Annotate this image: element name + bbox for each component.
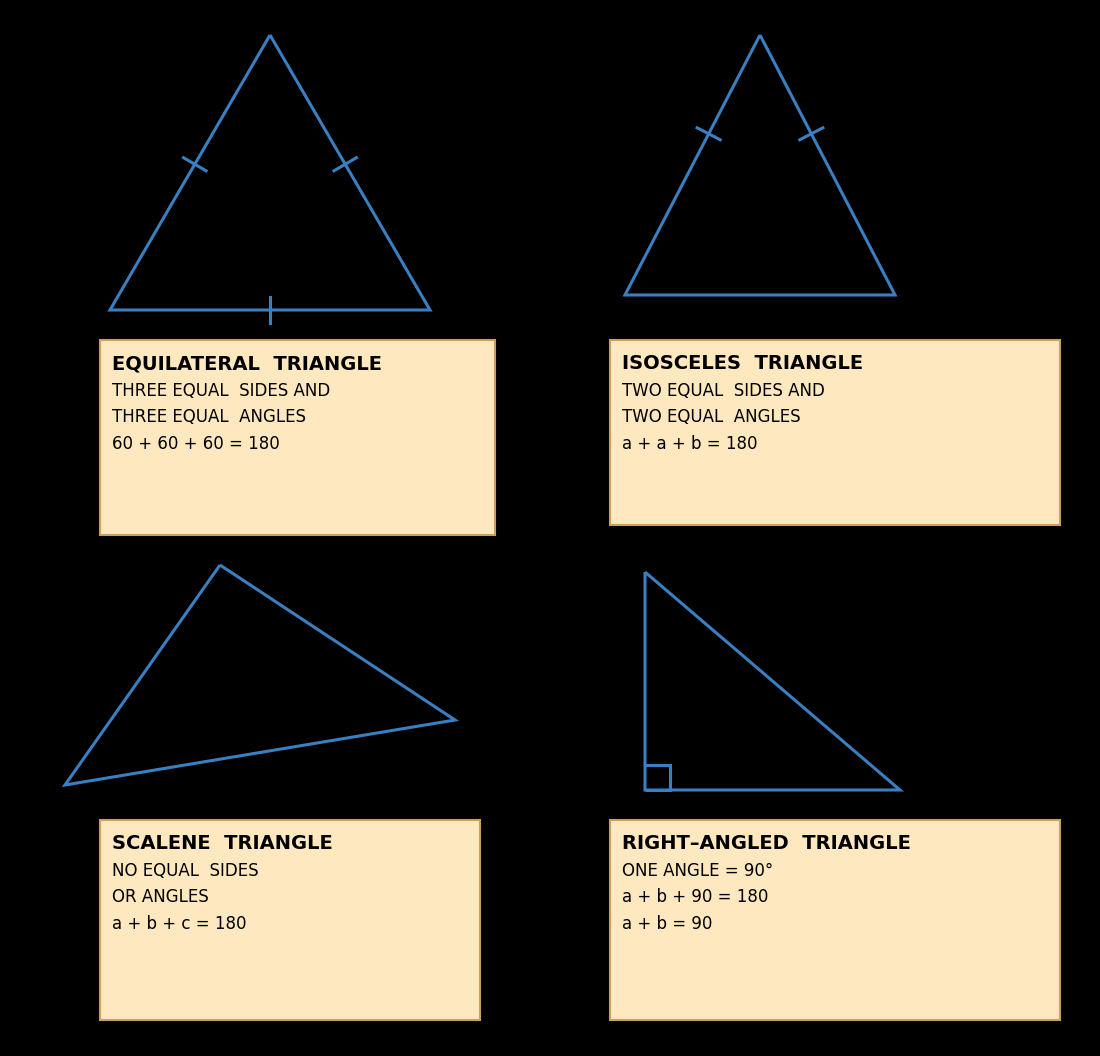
Text: EQUILATERAL  TRIANGLE: EQUILATERAL TRIANGLE: [112, 354, 382, 373]
Text: a + b = 90: a + b = 90: [621, 914, 713, 932]
FancyBboxPatch shape: [100, 821, 480, 1020]
Text: a + a + b = 180: a + a + b = 180: [621, 435, 758, 453]
Text: ONE ANGLE = 90°: ONE ANGLE = 90°: [621, 862, 773, 880]
FancyBboxPatch shape: [610, 821, 1060, 1020]
Text: a + b + c = 180: a + b + c = 180: [112, 914, 246, 932]
Text: TWO EQUAL  SIDES AND: TWO EQUAL SIDES AND: [621, 382, 825, 400]
Text: RIGHT–ANGLED  TRIANGLE: RIGHT–ANGLED TRIANGLE: [621, 834, 911, 853]
Text: NO EQUAL  SIDES: NO EQUAL SIDES: [112, 862, 258, 880]
Text: a + b + 90 = 180: a + b + 90 = 180: [621, 888, 769, 906]
FancyBboxPatch shape: [610, 340, 1060, 525]
FancyBboxPatch shape: [100, 340, 495, 535]
Text: ISOSCELES  TRIANGLE: ISOSCELES TRIANGLE: [621, 354, 864, 373]
Text: 60 + 60 + 60 = 180: 60 + 60 + 60 = 180: [112, 435, 279, 453]
Text: OR ANGLES: OR ANGLES: [112, 888, 209, 906]
Text: TWO EQUAL  ANGLES: TWO EQUAL ANGLES: [621, 409, 801, 427]
Text: THREE EQUAL  SIDES AND: THREE EQUAL SIDES AND: [112, 382, 330, 400]
Text: THREE EQUAL  ANGLES: THREE EQUAL ANGLES: [112, 409, 306, 427]
Text: SCALENE  TRIANGLE: SCALENE TRIANGLE: [112, 834, 332, 853]
